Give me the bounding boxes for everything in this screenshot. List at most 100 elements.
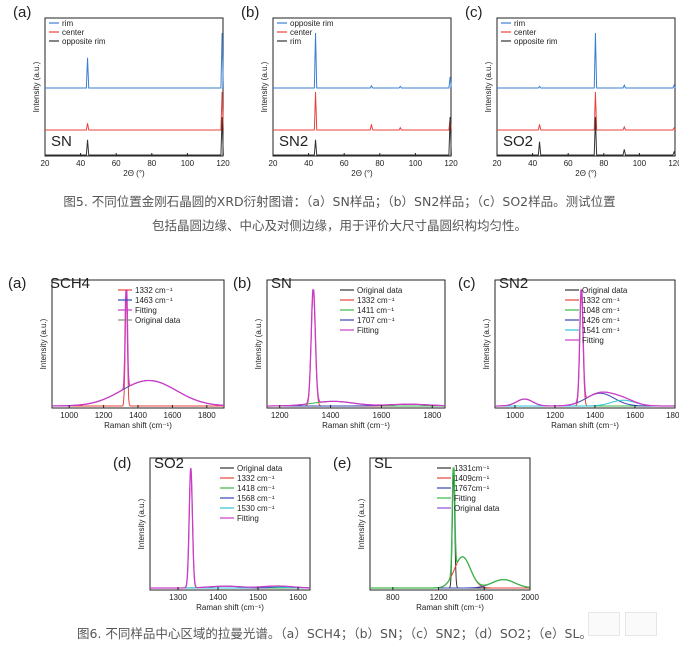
x-tick-label: 80 <box>147 159 156 168</box>
legend-label: rim <box>514 19 525 28</box>
fig6-caption-text: 图6. 不同样品中心区域的拉曼光谱。（a）SCH4；（b）SN；（c）SN2；（… <box>77 626 592 641</box>
y-axis-label: Intensity (a.u.) <box>357 498 366 549</box>
xrd-trace <box>497 32 677 89</box>
x-tick-label: 1300 <box>169 593 187 602</box>
legend-label: center <box>290 28 313 37</box>
raman-component <box>370 468 530 589</box>
y-axis-label: Intensity (a.u.) <box>482 318 491 369</box>
y-axis-label: Intensity (a.u.) <box>32 61 41 112</box>
legend-label: 1418 cm⁻¹ <box>237 484 275 493</box>
x-tick-label: 1600 <box>475 593 493 602</box>
x-tick-label: 80 <box>375 159 384 168</box>
legend-label: center <box>514 28 537 37</box>
xrd-trace <box>497 116 677 156</box>
raman-fitting <box>370 467 530 589</box>
plot-frame <box>149 457 311 591</box>
x-tick-label: 60 <box>564 159 573 168</box>
legend-label: 1332 cm⁻¹ <box>582 296 620 305</box>
legend-label: Original data <box>582 286 628 295</box>
legend-label: Fitting <box>357 326 379 335</box>
y-axis-label: Intensity (a.u.) <box>39 318 48 369</box>
x-tick-label: 40 <box>76 159 85 168</box>
sample-label: SCH4 <box>50 275 90 292</box>
sample-label: SN <box>51 133 72 150</box>
y-axis-label: Intensity (a.u.) <box>137 498 146 549</box>
legend-label: 1568 cm⁻¹ <box>237 494 275 503</box>
fig5-caption-line2: 包括晶圆边缘、中心及对侧边缘，用于评价大尺寸晶圆织构均匀性。 <box>151 218 527 233</box>
legend-label: 1409cm⁻¹ <box>454 474 490 483</box>
legend-label: opposite rim <box>514 37 558 46</box>
panel-letter: (c) <box>465 4 483 21</box>
sample-label: SO2 <box>503 133 533 150</box>
legend-label: Fitting <box>454 494 476 503</box>
x-tick-label: 1600 <box>289 593 307 602</box>
panel-letter: (d) <box>113 455 131 472</box>
raman-fitting <box>150 467 311 589</box>
legend-label: 1331cm⁻¹ <box>454 464 490 473</box>
sample-label: SN2 <box>279 133 308 150</box>
sample-label: SO2 <box>154 455 184 472</box>
x-axis-label: Raman shift (cm⁻¹) <box>416 603 484 612</box>
legend-label: 1048 cm⁻¹ <box>582 306 620 315</box>
legend-label: Original data <box>237 464 283 473</box>
legend-label: opposite rim <box>62 37 106 46</box>
x-tick-label: 60 <box>340 159 349 168</box>
panel-letter: (a) <box>13 4 31 21</box>
legend-label: 1332 cm⁻¹ <box>357 296 395 305</box>
corner-widget[interactable] <box>588 612 620 636</box>
legend-label: Original data <box>135 316 181 325</box>
x-tick-label: 120 <box>216 159 230 168</box>
x-axis-label: Raman shift (cm⁻¹) <box>551 421 619 430</box>
raman-fitting <box>267 289 445 407</box>
x-tick-label: 1400 <box>209 593 227 602</box>
corner-widget[interactable] <box>625 612 657 636</box>
xrd-trace <box>273 91 452 131</box>
x-tick-label: 1800 <box>666 411 679 420</box>
fig6-caption: 图6. 不同样品中心区域的拉曼光谱。（a）SCH4；（b）SN；（c）SN2；（… <box>0 622 674 646</box>
x-tick-label: 1800 <box>198 411 216 420</box>
legend-label: Fitting <box>135 306 157 315</box>
panel-letter: (e) <box>333 455 351 472</box>
x-tick-label: 120 <box>668 159 679 168</box>
legend-label: 1332 cm⁻¹ <box>135 286 173 295</box>
x-tick-label: 1400 <box>129 411 147 420</box>
x-axis-label: Raman shift (cm⁻¹) <box>196 603 264 612</box>
legend-label: center <box>62 28 85 37</box>
legend-label: rim <box>62 19 73 28</box>
legend-label: 1530 cm⁻¹ <box>237 504 275 513</box>
x-tick-label: 20 <box>41 159 50 168</box>
x-axis-label: 2Θ (°) <box>123 169 145 178</box>
xrd-trace <box>45 116 224 156</box>
x-axis-label: Raman shift (cm⁻¹) <box>322 421 390 430</box>
x-tick-label: 40 <box>304 159 313 168</box>
x-tick-label: 1200 <box>546 411 564 420</box>
legend-label: 1541 cm⁻¹ <box>582 326 620 335</box>
y-axis-label: Intensity (a.u.) <box>260 61 269 112</box>
legend-label: 1707 cm⁻¹ <box>357 316 395 325</box>
x-tick-label: 100 <box>633 159 647 168</box>
x-tick-label: 2000 <box>521 593 539 602</box>
panel-letter: (b) <box>241 4 259 21</box>
fig5-caption-line1: 图5. 不同位置金刚石晶圆的XRD衍射图谱：（a）SN样品；（b）SN2样品；（… <box>63 194 616 209</box>
plot-frame <box>369 457 531 591</box>
x-tick-label: 1600 <box>626 411 644 420</box>
x-tick-label: 1800 <box>423 411 441 420</box>
y-axis-label: Intensity (a.u.) <box>254 318 263 369</box>
y-axis-label: Intensity (a.u.) <box>484 61 493 112</box>
x-tick-label: 1400 <box>586 411 604 420</box>
plot-frame <box>266 279 446 409</box>
x-tick-label: 1200 <box>271 411 289 420</box>
x-tick-label: 800 <box>386 593 400 602</box>
x-tick-label: 120 <box>444 159 458 168</box>
raman-component <box>52 380 225 407</box>
xrd-trace <box>45 32 224 89</box>
xrd-trace <box>273 32 452 89</box>
raman-component <box>267 289 445 407</box>
panel-letter: (a) <box>8 275 26 292</box>
legend-label: 1767cm⁻¹ <box>454 484 490 493</box>
